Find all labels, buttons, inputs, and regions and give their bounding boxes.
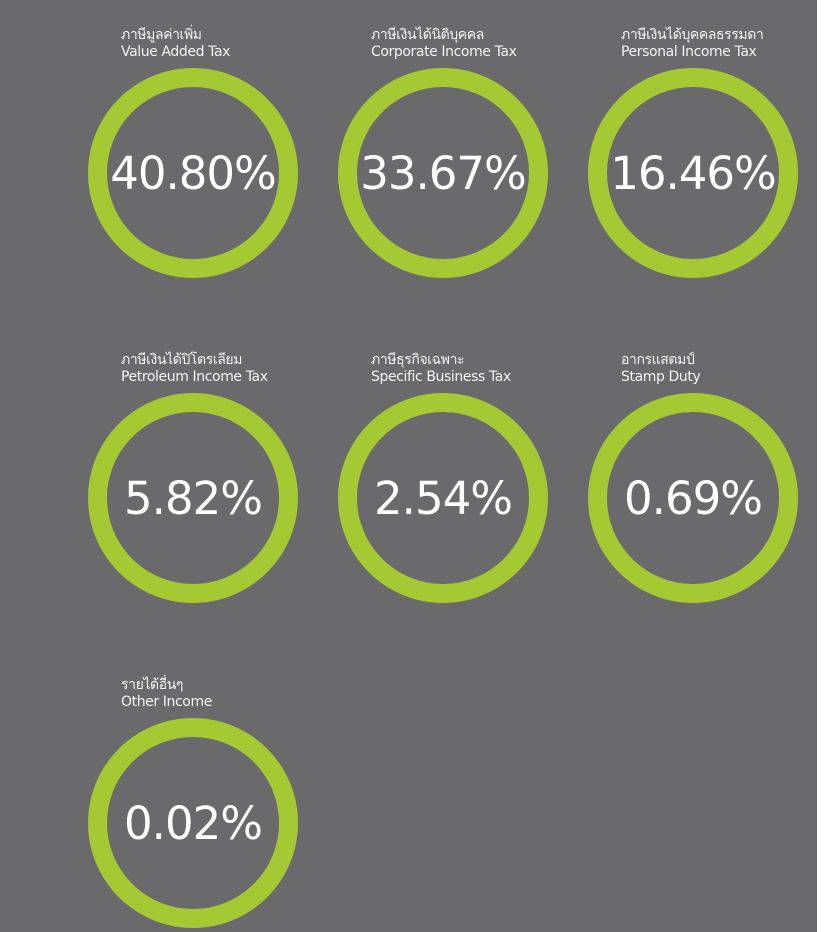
percentage-value: 2.54%: [374, 471, 513, 525]
percentage-value: 0.69%: [624, 471, 763, 525]
tile-label: อากรแสตมป์ Stamp Duty: [621, 352, 701, 386]
other-income-tile: รายได้อื่นๆ Other Income 0.02%: [88, 650, 318, 932]
percentage-value: 16.46%: [610, 146, 777, 200]
tile-label-thai: ภาษีเงินได้ปิโตรเลียม: [121, 352, 243, 368]
petroleum-income-tax-tile: ภาษีเงินได้ปิโตรเลียม Petroleum Income T…: [88, 325, 318, 625]
percentage-value: 40.80%: [110, 146, 277, 200]
percentage-ring: 2.54%: [338, 393, 548, 603]
tile-label-thai: ภาษีเงินได้นิติบุคคล: [371, 27, 484, 43]
tile-label-english: Specific Business Tax: [371, 369, 511, 385]
percentage-ring: 0.02%: [88, 718, 298, 928]
tile-label-english: Stamp Duty: [621, 369, 701, 385]
tile-label: ภาษีธุรกิจเฉพาะ Specific Business Tax: [371, 352, 511, 386]
corporate-income-tax-tile: ภาษีเงินได้นิติบุคคล Corporate Income Ta…: [338, 0, 568, 300]
tile-label-english: Personal Income Tax: [621, 44, 757, 60]
personal-income-tax-tile: ภาษีเงินได้บุคคลธรรมดา Personal Income T…: [588, 0, 817, 300]
specific-business-tax-tile: ภาษีธุรกิจเฉพาะ Specific Business Tax 2.…: [338, 325, 568, 625]
tile-label: ภาษีเงินได้บุคคลธรรมดา Personal Income T…: [621, 27, 764, 61]
tile-label-thai: อากรแสตมป์: [621, 352, 695, 368]
value-added-tax-tile: ภาษีมูลค่าเพิ่ม Value Added Tax 40.80%: [88, 0, 318, 300]
tile-label-english: Corporate Income Tax: [371, 44, 517, 60]
tile-label-english: Other Income: [121, 694, 212, 710]
tile-label: ภาษีมูลค่าเพิ่ม Value Added Tax: [121, 27, 230, 61]
tile-label-english: Value Added Tax: [121, 44, 231, 60]
tile-label-thai: ภาษีธุรกิจเฉพาะ: [371, 352, 465, 368]
tile-label: ภาษีเงินได้ปิโตรเลียม Petroleum Income T…: [121, 352, 268, 386]
percentage-ring: 33.67%: [338, 68, 548, 278]
tile-label-thai: รายได้อื่นๆ: [121, 677, 184, 693]
tile-label: รายได้อื่นๆ Other Income: [121, 677, 212, 711]
tile-label-english: Petroleum Income Tax: [121, 369, 268, 385]
stamp-duty-tile: อากรแสตมป์ Stamp Duty 0.69%: [588, 325, 817, 625]
percentage-ring: 16.46%: [588, 68, 798, 278]
percentage-ring: 40.80%: [88, 68, 298, 278]
tile-label-thai: ภาษีมูลค่าเพิ่ม: [121, 27, 202, 43]
percentage-ring: 5.82%: [88, 393, 298, 603]
percentage-ring: 0.69%: [588, 393, 798, 603]
percentage-value: 0.02%: [124, 796, 263, 850]
percentage-value: 33.67%: [360, 146, 527, 200]
tile-label-thai: ภาษีเงินได้บุคคลธรรมดา: [621, 27, 764, 43]
tile-label: ภาษีเงินได้นิติบุคคล Corporate Income Ta…: [371, 27, 517, 61]
percentage-value: 5.82%: [124, 471, 263, 525]
